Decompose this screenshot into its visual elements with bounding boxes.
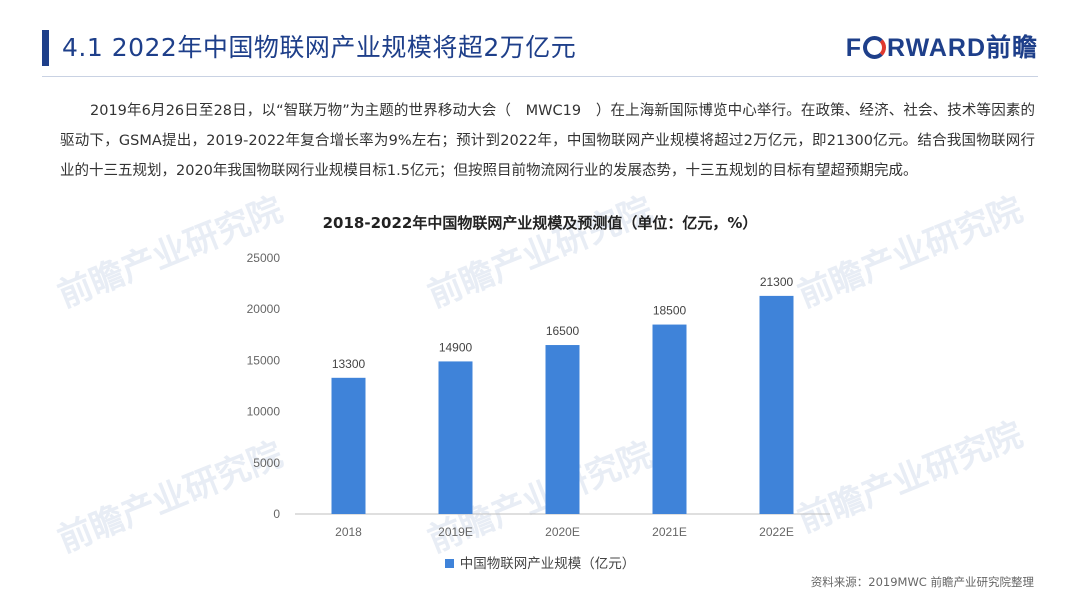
title-accent-bar (42, 30, 49, 66)
header-divider (42, 76, 1038, 77)
x-tick-label: 2021E (652, 525, 687, 539)
data-label: 16500 (546, 324, 580, 338)
bar (652, 324, 687, 514)
bar (331, 377, 366, 514)
bar-chart: 0 5000 10000 15000 20000 25000 13300 2018 14900 2… (247, 251, 830, 539)
y-tick-label: 15000 (247, 353, 281, 367)
x-tick-label: 2022E (759, 525, 794, 539)
logo-ring-icon (863, 36, 887, 59)
bar (759, 295, 794, 514)
legend-swatch (444, 559, 454, 568)
chart-legend: 中国物联网产业规模（亿元） (0, 552, 1080, 572)
chart-title: 2018-2022年中国物联网产业规模及预测值（单位：亿元，%） (322, 214, 758, 232)
y-tick-label: 5000 (253, 456, 280, 470)
data-label: 13300 (332, 357, 366, 371)
bar (438, 361, 473, 514)
bar (545, 345, 580, 514)
data-label: 14900 (439, 340, 473, 354)
source-note: 资料来源：2019MWC 前瞻产业研究院整理 (810, 575, 1034, 589)
legend-label: 中国物联网产业规模（亿元） (459, 556, 636, 572)
body-paragraph: 2019年6月26日至28日，以“智联万物”为主题的世界移动大会（ MWC19 … (60, 103, 1035, 179)
x-tick-label: 2019E (438, 525, 473, 539)
y-tick-label: 10000 (247, 405, 281, 419)
page-title: 4.1 2022年中国物联网产业规模将超2万亿元 (62, 33, 577, 62)
y-tick-label: 20000 (247, 302, 281, 316)
y-tick-label: 0 (273, 507, 280, 521)
x-tick-label: 2018 (335, 525, 362, 539)
data-label: 21300 (760, 275, 794, 289)
brand-logo: F RWARD前瞻 (845, 34, 1038, 62)
y-tick-label: 25000 (247, 251, 281, 265)
data-label: 18500 (653, 304, 687, 318)
x-tick-label: 2020E (545, 525, 580, 539)
